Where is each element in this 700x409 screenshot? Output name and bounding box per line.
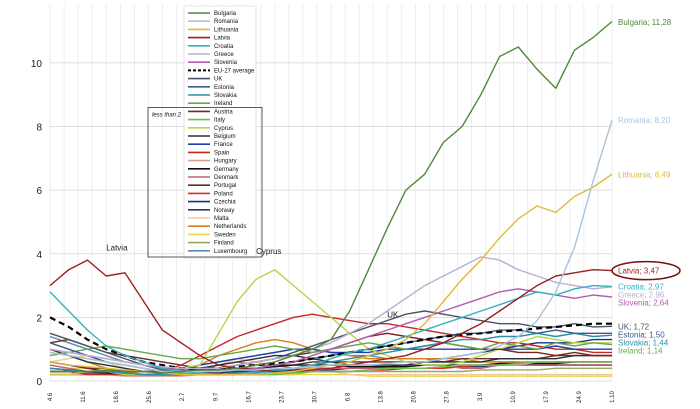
legend-entry: Italy [214, 118, 225, 124]
legend-entry: EU-27 average [214, 68, 255, 74]
series-line [49, 119, 613, 373]
legend-note: less than 2 [152, 112, 182, 118]
x-tick-label: 30.7 [312, 391, 318, 403]
y-tick-label: 0 [36, 377, 42, 388]
end-label: Romania; 8,20 [618, 116, 671, 125]
legend-entry: Norway [214, 208, 234, 214]
x-tick-label: 1.10 [610, 391, 616, 403]
x-tick-label: 9.7 [213, 392, 219, 401]
legend-entry: Luxembourg [214, 249, 247, 255]
legend-box [183, 5, 257, 259]
y-tick-label: 2 [36, 313, 42, 324]
x-tick-label: 13.8 [379, 391, 385, 403]
y-tick-label: 10 [31, 59, 43, 70]
annotation-label: UK [387, 310, 399, 319]
legend-entry: Slovenia [214, 60, 238, 66]
x-tick-label: 3.9 [478, 392, 484, 401]
x-tick-label: 23.7 [279, 391, 285, 403]
end-label: Croatia; 2,97 [618, 283, 664, 292]
annotation-label: Cyprus [256, 247, 281, 256]
grid [49, 4, 613, 382]
end-label: UK; 1,72 [618, 322, 650, 331]
legend-entry: Czechia [214, 200, 236, 206]
x-tick-label: 17.9 [544, 391, 550, 403]
x-tick-label: 4.6 [48, 392, 54, 401]
legend: less than 2 Bulgaria Romania Lithuania Latvi… [147, 5, 263, 259]
y-axis-ticks: 0 2 4 6 8 10 [31, 59, 43, 388]
legend-entry: Austria [214, 109, 233, 115]
legend-entry: UK [214, 77, 222, 83]
y-tick-label: 4 [36, 250, 42, 261]
legend-entry: Malta [214, 216, 229, 222]
x-tick-label: 18.6 [114, 391, 120, 403]
x-tick-label: 10.9 [511, 391, 517, 403]
legend-entry: Latvia [214, 36, 231, 42]
legend-entry: Spain [214, 150, 229, 156]
legend-entry: Bulgaria [214, 11, 237, 17]
series-line [49, 256, 613, 369]
x-tick-label: 2.7 [180, 392, 186, 401]
legend-entry: Germany [214, 167, 239, 173]
x-tick-label: 25.6 [147, 391, 153, 403]
legend-entry: Ireland [214, 101, 232, 107]
legend-entry: Portugal [214, 183, 236, 189]
annotation-label: Latvia [106, 244, 128, 253]
x-tick-label: 24.9 [577, 391, 583, 403]
x-tick-label: 6.8 [346, 392, 352, 401]
end-label: Ireland; 1,14 [618, 346, 663, 355]
end-label: Latvia; 3,47 [618, 267, 660, 276]
legend-entry: Estonia [214, 85, 235, 91]
y-tick-label: 8 [36, 123, 42, 134]
legend-entry: Denmark [214, 175, 239, 181]
legend-entry: Belgium [214, 134, 236, 140]
legend-entry: Romania [214, 19, 239, 25]
highlight-ellipse [611, 260, 681, 281]
end-labels: Bulgaria; 11,28 Romania; 8,20 Lithuania; 6… [611, 18, 681, 355]
x-tick-label: 20.8 [412, 391, 418, 403]
series-line [49, 259, 613, 373]
legend-entry: Lithuania [214, 27, 239, 33]
legend-entry: Finland [214, 241, 234, 247]
end-label: Slovenia; 2,64 [618, 299, 669, 308]
legend-entry: France [214, 142, 233, 148]
end-label: Slovakia; 1,44 [618, 338, 669, 347]
series-line [50, 20, 613, 374]
series-lines [49, 20, 613, 377]
x-tick-label: 27.8 [445, 391, 451, 403]
end-label: Lithuania; 6,49 [618, 171, 671, 180]
end-label: Bulgaria; 11,28 [618, 18, 672, 27]
legend-entry: Slovakia [214, 93, 237, 99]
legend-entry: Poland [214, 191, 233, 197]
y-tick-label: 6 [36, 186, 42, 197]
legend-entry: Netherlands [214, 224, 246, 230]
annotations: Latvia Cyprus UK [106, 244, 399, 320]
legend-group-box [147, 107, 263, 258]
legend-entry: Greece [214, 52, 234, 58]
x-tick-label: 11.6 [81, 391, 87, 403]
x-axis-ticks: 4.6 11.6 18.6 25.6 2.7 9.7 16.7 23.7 30.7 6.8 13.8… [48, 391, 616, 403]
end-label: Estonia; 1,50 [618, 330, 665, 339]
legend-entry: Hungary [214, 159, 237, 165]
legend-entry: Sweden [214, 232, 236, 238]
x-tick-label: 16.7 [246, 391, 252, 403]
legend-entry: Cyprus [214, 126, 233, 132]
end-label: Greece; 2,96 [618, 291, 665, 300]
legend-entry: Croatia [214, 44, 234, 50]
